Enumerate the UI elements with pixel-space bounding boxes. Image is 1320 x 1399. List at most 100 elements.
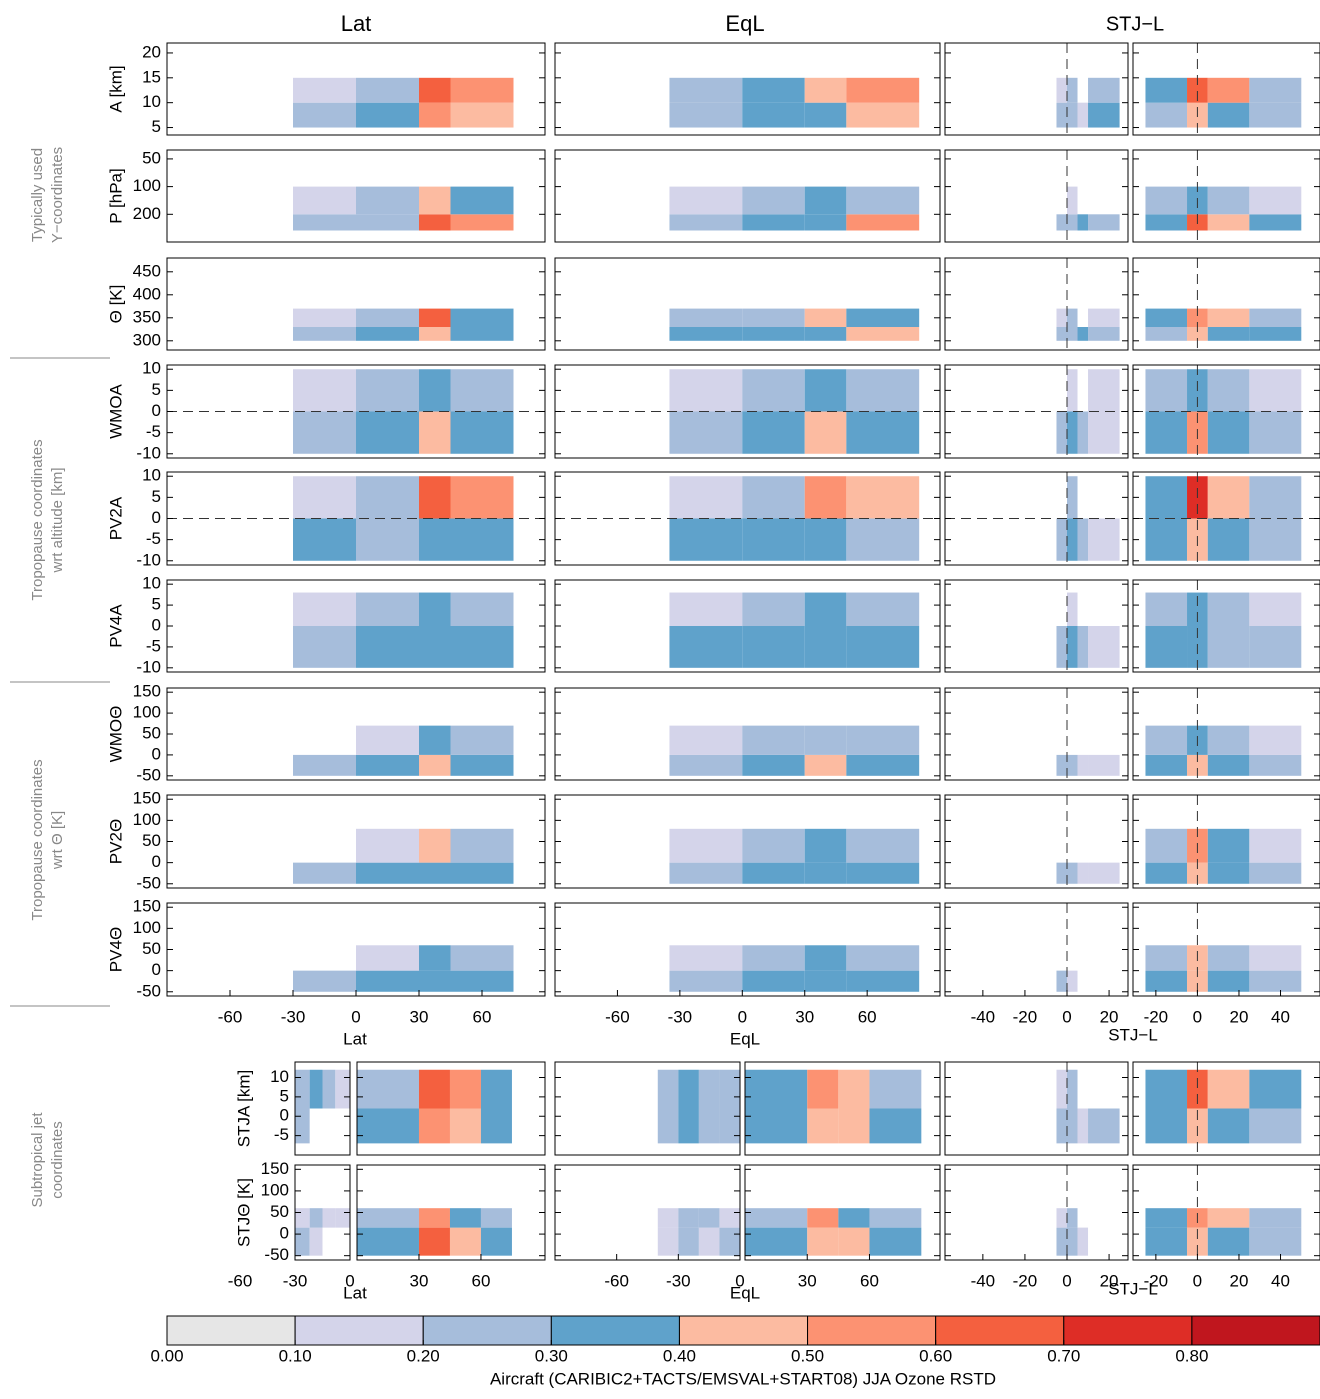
heatmap-cell <box>1077 518 1089 561</box>
group-label: Y−coordinates <box>49 147 66 243</box>
heatmap-cell <box>419 862 451 884</box>
heatmap-cell <box>1077 411 1089 454</box>
colorbar-bin <box>422 1315 552 1346</box>
heatmap-cell <box>450 725 514 755</box>
heatmap-cell <box>1249 1227 1302 1256</box>
panel-frame <box>744 1061 941 1156</box>
heatmap-cell <box>804 327 847 341</box>
heatmap-cell <box>295 1108 310 1144</box>
y-tick-label: -5 <box>274 1125 289 1144</box>
x-tick-label: -60 <box>605 1007 630 1026</box>
heatmap-cell <box>1207 1208 1250 1228</box>
heatmap-cell <box>1056 862 1067 884</box>
x-tick-label: 20 <box>1100 1271 1119 1290</box>
y-axis-label: Θ [K] <box>106 285 125 324</box>
heatmap-cell <box>293 970 356 992</box>
heatmap-cell <box>1145 186 1188 215</box>
heatmap-cell <box>1207 77 1250 103</box>
x-tick-label: 40 <box>1271 1007 1290 1026</box>
heatmap-cell <box>742 862 805 884</box>
y-tick-label: -50 <box>264 1245 289 1264</box>
heatmap-cell <box>356 945 419 971</box>
x-tick-label: -20 <box>1013 1271 1038 1290</box>
x-tick-label: 20 <box>1100 1007 1119 1026</box>
x-axis-label: STJ−L <box>1108 1279 1158 1298</box>
heatmap-cell <box>1249 754 1302 776</box>
y-tick-label: -10 <box>136 443 161 462</box>
heatmap-cell <box>745 1069 808 1109</box>
heatmap-cell <box>1207 214 1250 231</box>
y-axis-label: PV2A <box>106 496 125 540</box>
y-tick-label: 100 <box>261 1180 289 1199</box>
x-tick-label: 0 <box>351 1007 360 1026</box>
heatmap-cell <box>419 945 451 971</box>
x-tick-label: 30 <box>410 1007 429 1026</box>
heatmap-cell <box>1077 214 1089 231</box>
heatmap-cell <box>1067 626 1078 668</box>
colorbar-title: Aircraft (CARIBIC2+TACTS/EMSVAL+START08)… <box>490 1369 996 1388</box>
heatmap-cell <box>450 186 514 215</box>
heatmap-cell <box>1088 214 1120 231</box>
x-tick-label: -30 <box>281 1007 306 1026</box>
y-tick-label: 5 <box>152 117 161 136</box>
heatmap-cell <box>1056 1108 1067 1144</box>
heatmap-cell <box>1249 725 1302 755</box>
group-label: Typically used <box>29 148 46 242</box>
heatmap-cell <box>846 828 920 863</box>
heatmap-cell <box>419 754 451 776</box>
heatmap-cell <box>322 1208 336 1228</box>
heatmap-cell <box>1207 1069 1250 1109</box>
heatmap-cell <box>357 1227 419 1256</box>
heatmap-cell <box>1088 518 1120 561</box>
heatmap-cell <box>450 970 514 992</box>
group-label: Tropopause coordinates <box>29 439 46 600</box>
heatmap-cell <box>846 945 920 971</box>
heatmap-cell <box>1145 862 1188 884</box>
heatmap-cell <box>1249 828 1302 863</box>
heatmap-cell <box>1249 518 1302 561</box>
x-tick-label: 20 <box>1230 1007 1249 1026</box>
x-axis-label: STJ−L <box>1108 1025 1158 1044</box>
heatmap-cell <box>657 1227 679 1256</box>
y-tick-label: 50 <box>142 939 161 958</box>
y-axis-label: P [hPa] <box>106 168 125 223</box>
heatmap-cell <box>357 1108 419 1144</box>
heatmap-cell <box>1145 1069 1188 1109</box>
colorbar-tick-label: 0.70 <box>1047 1346 1080 1365</box>
heatmap-cell <box>804 308 847 327</box>
heatmap-cell <box>293 626 356 668</box>
panel-frame <box>944 257 1129 351</box>
y-tick-label: -5 <box>146 529 161 548</box>
heatmap-cell <box>804 754 847 776</box>
heatmap-cell <box>450 476 514 519</box>
heatmap-cell <box>742 725 805 755</box>
y-tick-label: 150 <box>133 897 161 916</box>
heatmap-cell <box>846 214 920 231</box>
heatmap-cell <box>335 1069 350 1109</box>
y-tick-label: 15 <box>142 67 161 86</box>
heatmap-cell <box>1056 308 1067 327</box>
heatmap-cell <box>450 862 514 884</box>
heatmap-cell <box>1249 1108 1302 1144</box>
heatmap-cell <box>450 77 514 103</box>
heatmap-cell <box>846 626 920 668</box>
heatmap-cell <box>807 1208 839 1228</box>
heatmap-cell <box>356 327 419 341</box>
panel-frame <box>356 1061 546 1156</box>
group-label: wrt Θ [K] <box>49 811 66 870</box>
heatmap-cell <box>1249 626 1302 668</box>
heatmap-cell <box>1187 592 1208 626</box>
heatmap-cell <box>1088 1108 1120 1144</box>
heatmap-cell <box>1088 308 1120 327</box>
heatmap-cell <box>419 411 451 454</box>
heatmap-cell <box>1249 476 1302 519</box>
heatmap-cell <box>804 369 847 412</box>
heatmap-cell <box>1207 592 1250 626</box>
heatmap-cell <box>804 862 847 884</box>
y-tick-label: 0 <box>152 852 161 871</box>
heatmap-cell <box>1145 945 1188 971</box>
y-axis-label: PV4A <box>106 604 125 648</box>
heatmap-cell <box>804 77 847 103</box>
y-tick-label: 150 <box>261 1159 289 1178</box>
y-tick-label: 450 <box>133 261 161 280</box>
